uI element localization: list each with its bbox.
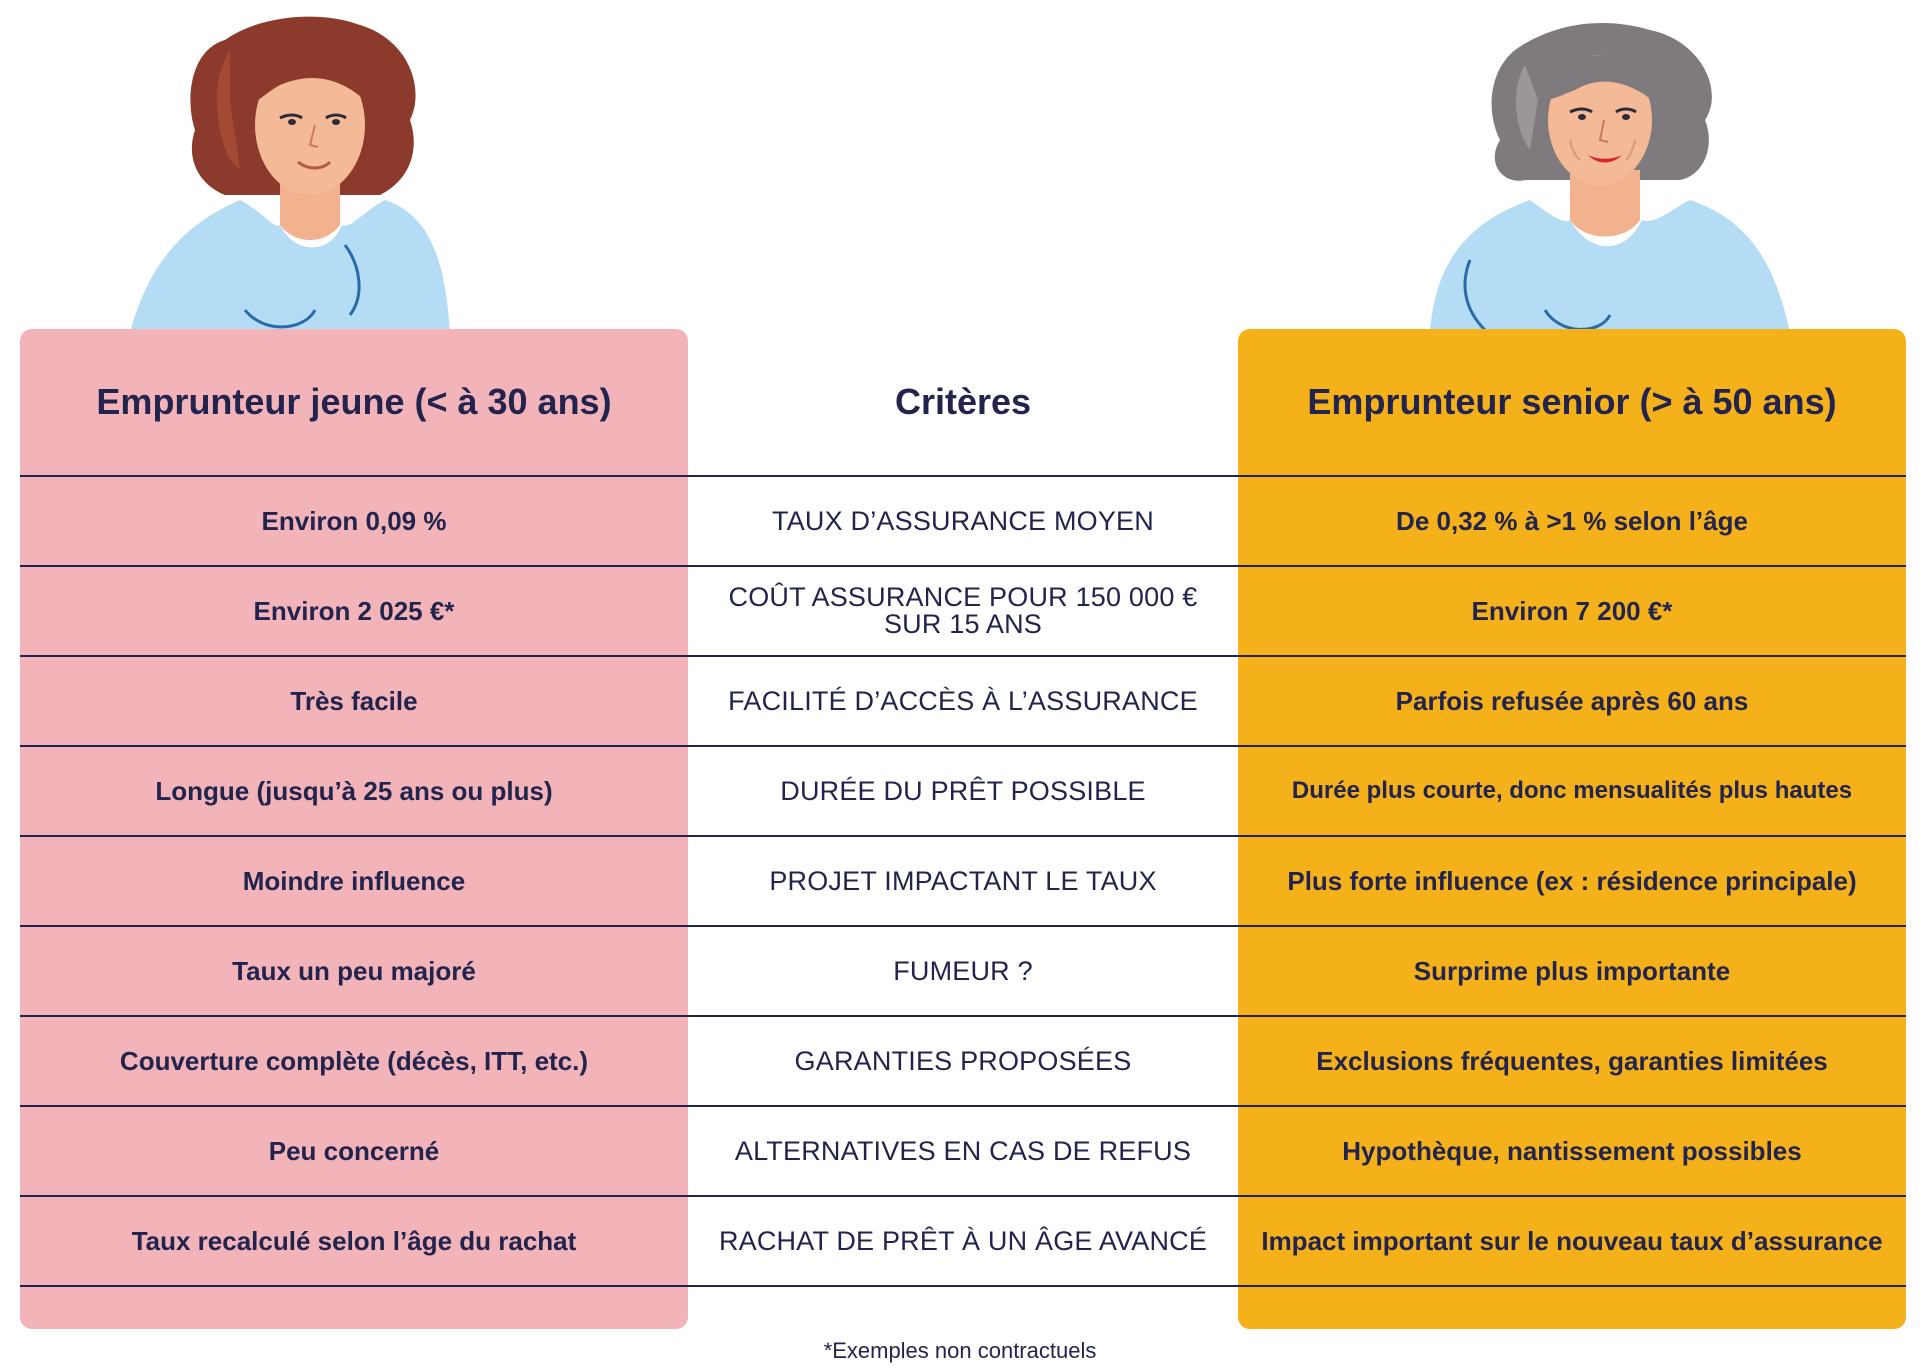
senior-column-title: Emprunteur senior (> à 50 ans) — [1307, 381, 1837, 422]
young-column-background — [20, 329, 688, 1329]
criterion-label: FACILITÉ D’ACCÈS À L’ASSURANCE — [728, 685, 1198, 716]
senior-value: Parfois refusée après 60 ans — [1395, 685, 1749, 716]
criterion-label: DURÉE DU PRÊT POSSIBLE — [780, 775, 1146, 806]
criterion-label: RACHAT DE PRÊT À UN ÂGE AVANCÉ — [718, 1225, 1208, 1256]
table-row: Couverture complète (décès, ITT, etc.) G… — [20, 1017, 1906, 1107]
young-value: Longue (jusqu’à 25 ans ou plus) — [155, 775, 553, 806]
table-row: Environ 0,09 % TAUX D’ASSURANCE MOYEN De… — [20, 477, 1906, 567]
table-row: Environ 2 025 €* COÛT ASSURANCE POUR 150… — [20, 567, 1906, 657]
table-row: Longue (jusqu’à 25 ans ou plus) DURÉE DU… — [20, 747, 1906, 837]
young-value: Taux recalculé selon l’âge du rachat — [131, 1225, 577, 1256]
comparison-table: Emprunteur jeune (< à 30 ans) Critères E… — [20, 329, 1906, 1287]
table-row: Moindre influence PROJET IMPACTANT LE TA… — [20, 837, 1906, 927]
criterion-label: FUMEUR ? — [893, 955, 1033, 986]
senior-value: De 0,32 % à >1 % selon l’âge — [1396, 505, 1748, 536]
footnote: *Exemples non contractuels — [823, 1338, 1097, 1363]
senior-value: Durée plus courte, donc mensualités plus… — [1291, 777, 1853, 804]
young-value: Environ 0,09 % — [261, 505, 447, 536]
young-value: Peu concerné — [268, 1135, 440, 1166]
senior-value: Environ 7 200 €* — [1471, 595, 1673, 626]
young-value: Très facile — [290, 685, 418, 716]
senior-value: Impact important sur le nouveau taux d’a… — [1261, 1225, 1883, 1256]
senior-value: Surprime plus importante — [1413, 955, 1731, 986]
senior-column-background — [1238, 329, 1906, 1329]
table-header-row: Emprunteur jeune (< à 30 ans) Critères E… — [20, 329, 1906, 477]
table-row: Très facile FACILITÉ D’ACCÈS À L’ASSURAN… — [20, 657, 1906, 747]
criterion-label: ALTERNATIVES EN CAS DE REFUS — [734, 1135, 1192, 1166]
young-value: Taux un peu majoré — [232, 955, 476, 986]
table-row: Peu concerné ALTERNATIVES EN CAS DE REFU… — [20, 1107, 1906, 1197]
table-row: Taux recalculé selon l’âge du rachat RAC… — [20, 1197, 1906, 1287]
young-value: Moindre influence — [242, 865, 466, 896]
senior-value: Hypothèque, nantissement possibles — [1342, 1135, 1802, 1166]
senior-value: Plus forte influence (ex : résidence pri… — [1287, 865, 1857, 896]
criterion-label: PROJET IMPACTANT LE TAUX — [769, 865, 1157, 896]
criterion-label: COÛT ASSURANCE POUR 150 000 € SUR 15 ANS — [728, 582, 1198, 639]
senior-value: Exclusions fréquentes, garanties limitée… — [1316, 1045, 1828, 1076]
young-borrower-illustration — [130, 16, 450, 332]
table-row: Taux un peu majoré FUMEUR ? Surprime plu… — [20, 927, 1906, 1017]
young-value: Couverture complète (décès, ITT, etc.) — [119, 1045, 589, 1076]
senior-borrower-illustration — [1430, 22, 1790, 332]
criterion-label: GARANTIES PROPOSÉES — [794, 1045, 1132, 1076]
criterion-label: TAUX D’ASSURANCE MOYEN — [772, 505, 1154, 536]
criteria-column-title: Critères — [894, 381, 1032, 422]
young-column-title: Emprunteur jeune (< à 30 ans) — [96, 381, 612, 422]
young-value: Environ 2 025 €* — [253, 595, 455, 626]
